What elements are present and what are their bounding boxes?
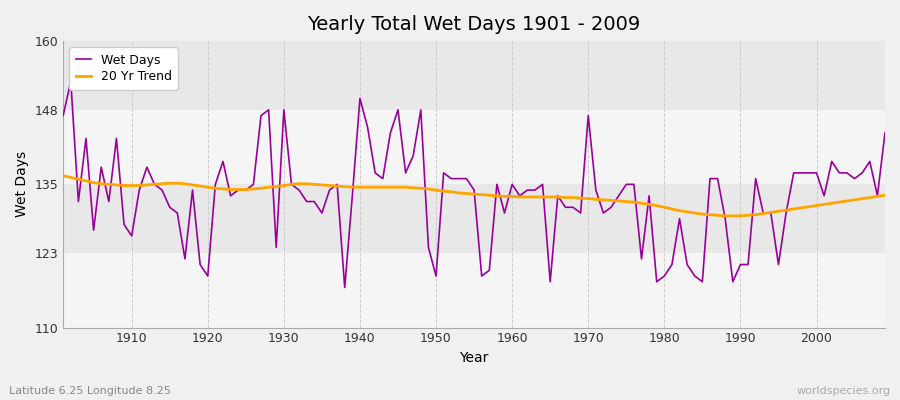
Wet Days — [522, 188, 533, 192]
Title: Yearly Total Wet Days 1901 - 2009: Yearly Total Wet Days 1901 - 2009 — [308, 15, 641, 34]
Line: 20 Yr Trend: 20 Yr Trend — [63, 176, 885, 216]
Line: Wet Days: Wet Days — [63, 81, 885, 288]
Wet Days — [613, 194, 624, 198]
X-axis label: Year: Year — [459, 351, 489, 365]
Wet Days — [66, 79, 77, 84]
Wet Days — [339, 285, 350, 290]
Legend: Wet Days, 20 Yr Trend: Wet Days, 20 Yr Trend — [69, 47, 178, 90]
20 Yr Trend — [500, 194, 510, 199]
Wet Days — [126, 234, 137, 238]
Wet Days — [293, 188, 304, 192]
Y-axis label: Wet Days: Wet Days — [15, 151, 29, 218]
Wet Days — [58, 113, 68, 118]
20 Yr Trend — [332, 184, 343, 188]
Bar — [63, 253, 885, 328]
Text: worldspecies.org: worldspecies.org — [796, 386, 891, 396]
20 Yr Trend — [286, 182, 297, 187]
20 Yr Trend — [720, 214, 731, 218]
Bar — [63, 110, 885, 184]
20 Yr Trend — [598, 198, 608, 202]
20 Yr Trend — [119, 183, 130, 188]
20 Yr Trend — [507, 194, 517, 199]
Text: Latitude 6.25 Longitude 8.25: Latitude 6.25 Longitude 8.25 — [9, 386, 171, 396]
20 Yr Trend — [58, 173, 68, 178]
Wet Days — [514, 194, 525, 198]
Wet Days — [346, 194, 357, 198]
Wet Days — [879, 130, 890, 135]
20 Yr Trend — [879, 193, 890, 198]
